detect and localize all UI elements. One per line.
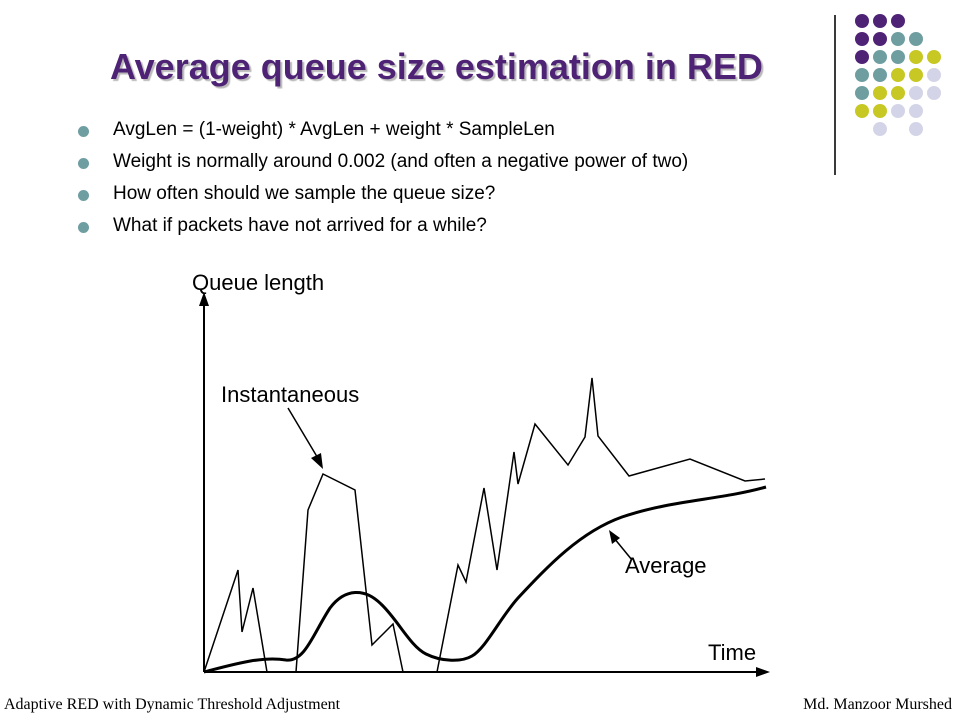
decorative-dot xyxy=(891,14,905,28)
bullet-item: What if packets have not arrived for a w… xyxy=(78,214,688,246)
average-pointer xyxy=(613,537,633,561)
x-axis-arrow-icon xyxy=(756,667,770,677)
average-curve xyxy=(203,485,767,674)
decorative-dot xyxy=(855,14,869,28)
bullet-icon xyxy=(78,126,89,137)
decorative-dot xyxy=(909,86,923,100)
decorative-dot xyxy=(891,104,905,118)
average-arrow-icon xyxy=(609,530,620,544)
decorative-dot xyxy=(927,86,941,100)
bullet-icon xyxy=(78,190,89,201)
bullet-text: How often should we sample the queue siz… xyxy=(113,183,496,204)
decorative-dot xyxy=(873,50,887,64)
decorative-dot xyxy=(855,86,869,100)
decorative-dot xyxy=(873,86,887,100)
y-axis-label: Queue length xyxy=(192,270,324,295)
decorative-dot xyxy=(909,68,923,82)
decorative-dot xyxy=(891,68,905,82)
bullet-icon xyxy=(78,222,89,233)
bullet-text: What if packets have not arrived for a w… xyxy=(113,215,487,236)
bullet-item: How often should we sample the queue siz… xyxy=(78,182,688,214)
instantaneous-pointer xyxy=(287,407,320,461)
decorative-dot xyxy=(891,32,905,46)
decorative-dot xyxy=(927,68,941,82)
bullet-text: Weight is normally around 0.002 (and oft… xyxy=(113,151,689,172)
decorative-dot xyxy=(855,68,869,82)
decorative-dot xyxy=(873,32,887,46)
decorative-dot xyxy=(873,14,887,28)
footer-author: Md. Manzoor Murshed xyxy=(803,696,952,713)
bullet-item: AvgLen = (1-weight) * AvgLen + weight * … xyxy=(78,118,688,150)
decorative-dot xyxy=(909,50,923,64)
decorative-dot xyxy=(891,86,905,100)
decorative-dot xyxy=(855,32,869,46)
average-label: Average xyxy=(625,553,707,578)
decorative-dot xyxy=(909,122,923,136)
slide-title: Average queue size estimation in RED xyxy=(110,46,763,87)
instantaneous-arrow-icon xyxy=(311,453,323,469)
decorative-dot xyxy=(909,32,923,46)
instantaneous-label: Instantaneous xyxy=(221,382,359,407)
decorative-dot xyxy=(855,50,869,64)
y-axis-arrow-icon xyxy=(199,292,209,306)
decorative-dot xyxy=(873,122,887,136)
bullet-text: AvgLen = (1-weight) * AvgLen + weight * … xyxy=(113,119,555,140)
bullet-icon xyxy=(78,158,89,169)
decorative-dot xyxy=(873,68,887,82)
decorative-dot xyxy=(855,104,869,118)
decorative-dot xyxy=(927,50,941,64)
footer-presentation-title: Adaptive RED with Dynamic Threshold Adju… xyxy=(4,696,341,713)
instantaneous-line xyxy=(203,377,766,673)
decorative-dot xyxy=(891,50,905,64)
bullet-item: Weight is normally around 0.002 (and oft… xyxy=(78,150,688,182)
bullet-list: AvgLen = (1-weight) * AvgLen + weight * … xyxy=(78,118,688,246)
decorative-dot xyxy=(873,104,887,118)
x-axis-label: Time xyxy=(708,640,756,665)
decorative-dot xyxy=(909,104,923,118)
decorative-divider xyxy=(834,15,836,175)
